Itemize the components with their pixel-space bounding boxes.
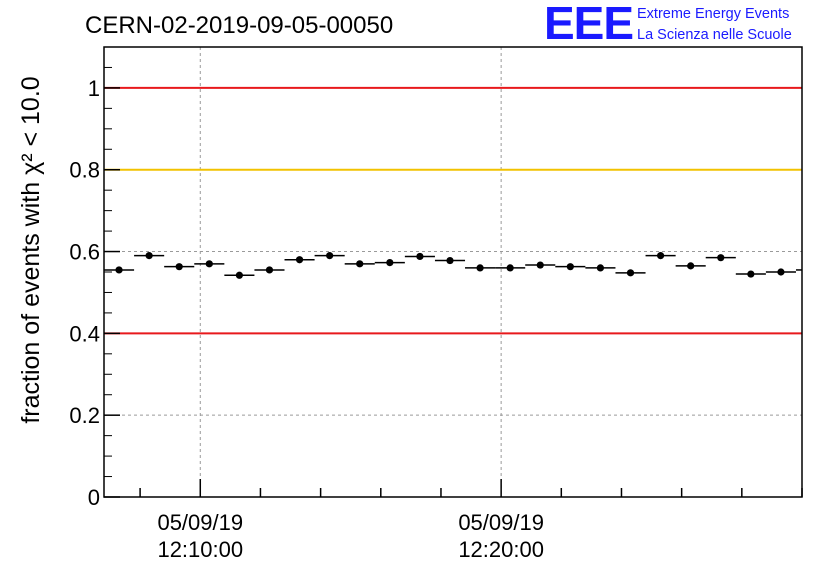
data-point (506, 264, 514, 272)
plot-frame (103, 46, 803, 498)
data-point (205, 260, 213, 268)
eee-logo-mark: EEE (544, 0, 633, 49)
logo-line-1: Extreme Energy Events (637, 6, 789, 22)
logo-line-2: La Scienza nelle Scuole (637, 27, 792, 43)
data-points (104, 252, 802, 279)
data-point (536, 261, 544, 269)
data-point (446, 256, 454, 265)
reference-lines (104, 86, 802, 335)
data-point (265, 266, 274, 274)
data-point (235, 271, 243, 279)
data-point (326, 252, 334, 260)
data-point (747, 270, 755, 278)
y-tick-label: 0.4 (69, 321, 100, 346)
data-point (115, 266, 123, 274)
x-tick-label-date: 05/09/19 (157, 510, 243, 535)
data-point (687, 262, 695, 270)
data-point (416, 252, 424, 261)
data-point (476, 264, 484, 272)
data-point (656, 252, 665, 260)
y-tick-label: 1 (88, 76, 100, 101)
eee-logo: EEE Extreme Energy Events La Scienza nel… (544, 0, 792, 49)
y-tick-label: 0 (88, 485, 100, 510)
data-point (596, 264, 605, 272)
y-axis-label: fraction of events with χ² < 10.0 (17, 76, 45, 423)
data-point (386, 258, 394, 267)
data-point (566, 263, 574, 271)
data-point (145, 252, 153, 260)
axes (103, 46, 803, 498)
y-tick-label: 0.6 (69, 240, 100, 265)
data-point (295, 256, 304, 264)
y-tick-label: 0.2 (69, 403, 100, 428)
data-point (777, 268, 785, 276)
x-tick-label-time: 12:20:00 (458, 537, 544, 562)
y-tick-label: 0.8 (69, 158, 100, 183)
data-point (626, 269, 635, 277)
data-point (356, 260, 364, 268)
data-point (717, 254, 725, 262)
data-point (175, 263, 183, 271)
x-tick-label-time: 12:10:00 (157, 537, 243, 562)
x-tick-label-date: 05/09/19 (458, 510, 544, 535)
tick-labels: 00.20.40.60.8105/09/1912:10:0005/09/1912… (69, 76, 544, 562)
grid (104, 47, 802, 497)
run-title: CERN-02-2019-09-05-00050 (85, 12, 393, 39)
